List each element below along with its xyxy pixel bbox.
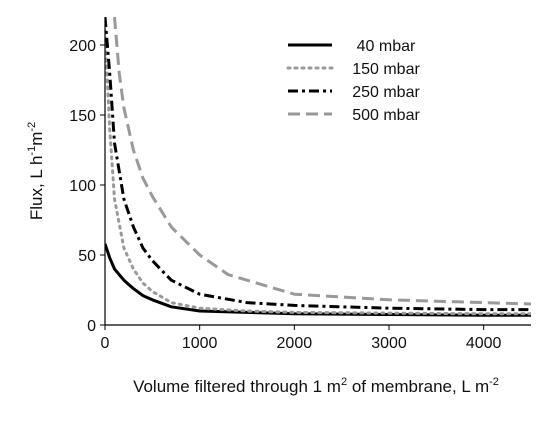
y-axis-label-main: Flux, L h — [27, 156, 46, 221]
x-tick-label: 1000 — [182, 335, 218, 352]
legend: 40 mbar 150 mbar 250 mbar 500 mbar — [286, 38, 420, 124]
x-tick-label: 0 — [101, 335, 110, 352]
x-axis-label-tail: of membrane, L m — [347, 377, 489, 396]
axes-layer — [104, 17, 531, 326]
y-axis-label: Flux, L h-1m-2 — [26, 122, 46, 220]
x-tick-label: 3000 — [371, 335, 407, 352]
legend-label-150-mbar: 150 mbar — [352, 61, 420, 78]
series-line-150-mbar — [105, 29, 531, 316]
y-tick-label: 200 — [69, 38, 96, 55]
x-axis-label: Volume filtered through 1 m2 of membrane… — [133, 376, 499, 396]
legend-label-250-mbar: 250 mbar — [352, 84, 420, 101]
y-axis-label-mid: m — [27, 132, 46, 146]
series-line-40-mbar — [105, 243, 531, 317]
series-line-250-mbar — [105, 17, 531, 312]
legend-label-500-mbar: 500 mbar — [352, 107, 420, 124]
legend-label-40-mbar: 40 mbar — [357, 38, 416, 55]
y-tick-label: 0 — [87, 318, 96, 335]
x-axis-label-sup: 2 — [341, 376, 347, 388]
y-tick-label: 50 — [78, 248, 96, 265]
series-layer — [105, 17, 531, 317]
y-axis-label-sup1: -1 — [26, 146, 38, 156]
x-tick-label: 4000 — [466, 335, 502, 352]
x-axis-label-main: Volume filtered through 1 m — [133, 377, 341, 396]
series-line-500-mbar — [113, 17, 531, 306]
x-tick-label: 2000 — [277, 335, 313, 352]
y-axis-label-sup2: -2 — [26, 122, 38, 132]
x-axis-label-tail-sup: -2 — [489, 376, 499, 388]
ticks-layer: 0 1000 2000 3000 4000 0 50 100 150 200 — [69, 38, 501, 352]
y-tick-label: 100 — [69, 178, 96, 195]
y-tick-label: 150 — [69, 108, 96, 125]
